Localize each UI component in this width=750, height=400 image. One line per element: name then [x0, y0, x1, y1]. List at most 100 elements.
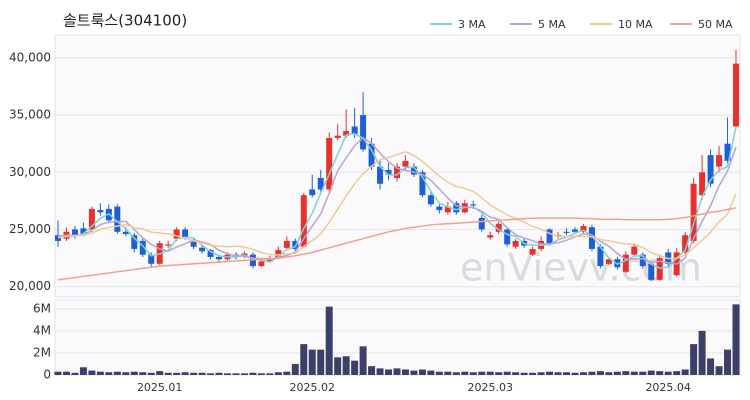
candle-body — [410, 166, 417, 175]
volume-bar — [715, 366, 723, 375]
volume-bar — [334, 357, 342, 375]
y-tick-label: 35,000 — [9, 108, 51, 122]
volume-bar — [122, 372, 130, 375]
candle-body — [605, 259, 612, 264]
candle-body — [114, 206, 121, 232]
volume-bar — [639, 371, 647, 375]
candle-body — [173, 229, 180, 239]
volume-bar — [359, 346, 367, 375]
candle-body — [385, 170, 392, 175]
candle-body — [716, 155, 723, 167]
y-tick-label: 4M — [33, 323, 51, 337]
volume-bar — [376, 368, 384, 375]
volume-bar — [401, 369, 409, 375]
candle-body — [453, 203, 460, 213]
volume-bar — [588, 371, 596, 375]
y-tick-label: 6M — [33, 301, 51, 315]
volume-bar — [325, 306, 333, 375]
volume-bar — [232, 373, 240, 375]
volume-bar — [249, 372, 257, 375]
volume-bar — [664, 371, 672, 375]
candle-body — [377, 166, 384, 184]
volume-bar — [240, 373, 248, 375]
volume-bar — [300, 344, 308, 375]
candle-body — [182, 229, 189, 238]
chart-title: 솔트룩스(304100) — [63, 12, 187, 30]
candle-body — [495, 223, 502, 232]
candle-body — [139, 240, 146, 255]
volume-bar — [105, 372, 113, 375]
volume-bar — [351, 360, 359, 375]
ma-line — [57, 126, 737, 269]
volume-bar — [156, 371, 164, 375]
volume-bar — [130, 371, 138, 375]
volume-bar — [88, 370, 96, 375]
candle-body — [597, 246, 604, 267]
volume-bar — [368, 366, 376, 375]
volume-bar — [690, 344, 698, 375]
candle-body — [275, 250, 282, 259]
candle-body — [588, 227, 595, 249]
y-tick-label: 25,000 — [9, 222, 51, 236]
candle-body — [639, 254, 646, 267]
candle-body — [207, 250, 214, 257]
ma-line — [57, 136, 737, 265]
volume-bar — [707, 358, 715, 375]
candle-body — [71, 229, 78, 236]
volume-bar — [207, 373, 215, 375]
candle-body — [427, 195, 434, 205]
candle-body — [55, 235, 61, 241]
volume-bar — [486, 371, 494, 375]
candle-body — [529, 248, 536, 255]
candle-body — [690, 183, 697, 241]
volume-bar — [62, 371, 70, 375]
candle-body — [699, 172, 706, 196]
ma-line — [57, 207, 737, 281]
volume-bar — [198, 372, 206, 375]
volume-bar — [308, 349, 316, 375]
y-tick-label: 30,000 — [9, 165, 51, 179]
volume-bar — [520, 372, 528, 375]
candle-body — [283, 240, 290, 248]
candle-body — [419, 172, 426, 196]
candle-body — [351, 126, 358, 135]
y-tick-label: 0 — [43, 368, 51, 382]
volume-bar — [698, 330, 706, 375]
volume-bar — [147, 372, 155, 375]
candle-body — [682, 235, 689, 253]
y-tick-label: 20,000 — [9, 279, 51, 293]
candle-body — [648, 263, 655, 280]
volume-bar — [724, 349, 732, 375]
candle-body — [326, 137, 333, 190]
volume-bar — [546, 371, 554, 375]
volume-bar — [274, 372, 282, 375]
volume-bar — [418, 369, 426, 375]
candle-body — [258, 261, 265, 267]
volume-bar — [139, 372, 147, 375]
volume-bar — [613, 371, 621, 375]
volume-bar — [681, 369, 689, 375]
x-tick-label: 2025.01 — [137, 381, 183, 394]
candle-body — [580, 226, 587, 232]
volume-bar — [283, 371, 291, 375]
candle-body — [360, 115, 367, 150]
candle-body — [707, 155, 714, 184]
candle-body — [571, 229, 578, 232]
volume-bar — [427, 370, 435, 375]
volume-bar — [54, 371, 62, 375]
volume-bar — [257, 373, 265, 375]
candle-body — [97, 210, 104, 213]
volume-bar — [79, 367, 87, 375]
candle-body — [300, 195, 307, 247]
candle-body — [470, 204, 477, 206]
volume-bar — [224, 373, 231, 375]
volume-bar — [215, 372, 223, 375]
candle-body — [131, 235, 138, 249]
legend-label: 50 MA — [698, 18, 733, 31]
candle-body — [190, 240, 197, 247]
volume-bar — [164, 372, 172, 375]
candle-body — [444, 206, 451, 213]
ma-line — [57, 150, 737, 260]
